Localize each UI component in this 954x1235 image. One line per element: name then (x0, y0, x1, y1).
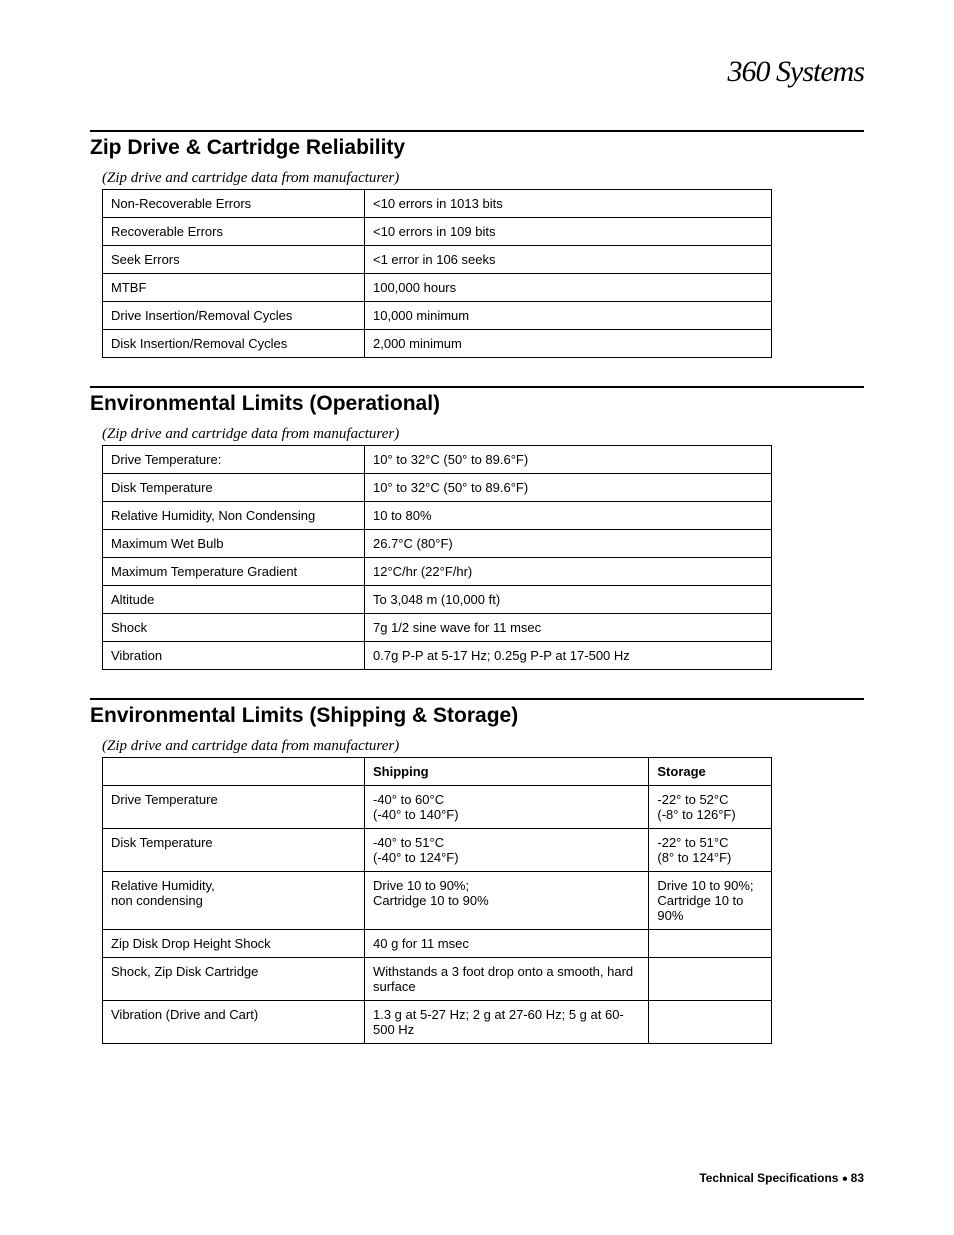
section-title: Environmental Limits (Operational) (90, 392, 864, 416)
table-cell: <1 error in 106 seeks (365, 246, 772, 274)
table-cell: <10 errors in 1013 bits (365, 190, 772, 218)
section-rule (90, 386, 864, 388)
table-cell: Disk Temperature (103, 829, 365, 872)
spec-section: Environmental Limits (Shipping & Storage… (90, 698, 864, 1044)
table-cell: Shock (103, 614, 365, 642)
table-cell: Seek Errors (103, 246, 365, 274)
table-header-cell: Storage (649, 758, 772, 786)
table-row: Relative Humidity, Non Condensing10 to 8… (103, 502, 772, 530)
table-cell: Relative Humidity, Non Condensing (103, 502, 365, 530)
table-cell: 40 g for 11 msec (365, 930, 649, 958)
table-cell: Maximum Wet Bulb (103, 530, 365, 558)
sections-container: Zip Drive & Cartridge Reliability (Zip dr… (90, 130, 864, 1044)
spec-section: Environmental Limits (Operational) (Zip d… (90, 386, 864, 670)
table-row: Seek Errors<1 error in 106 seeks (103, 246, 772, 274)
footer-page-number: 83 (851, 1171, 864, 1185)
table-cell: Disk Insertion/Removal Cycles (103, 330, 365, 358)
table-cell: Shock, Zip Disk Cartridge (103, 958, 365, 1001)
table-cell: 12°C/hr (22°F/hr) (365, 558, 772, 586)
footer-bullet-icon: ● (842, 1173, 851, 1184)
table-row: Shock, Zip Disk CartridgeWithstands a 3 … (103, 958, 772, 1001)
table-cell: 26.7°C (80°F) (365, 530, 772, 558)
section-title: Zip Drive & Cartridge Reliability (90, 136, 864, 160)
table-cell: Relative Humidity, non condensing (103, 872, 365, 930)
section-caption: (Zip drive and cartridge data from manuf… (102, 738, 864, 755)
table-cell: 1.3 g at 5-27 Hz; 2 g at 27-60 Hz; 5 g a… (365, 1001, 649, 1044)
table-cell: Maximum Temperature Gradient (103, 558, 365, 586)
table-row: Maximum Temperature Gradient12°C/hr (22°… (103, 558, 772, 586)
table-cell: Recoverable Errors (103, 218, 365, 246)
page-footer: Technical Specifications ● 83 (699, 1171, 864, 1185)
table-row: Vibration (Drive and Cart)1.3 g at 5-27 … (103, 1001, 772, 1044)
table-cell: Zip Disk Drop Height Shock (103, 930, 365, 958)
table-cell: -22° to 51°C (8° to 124°F) (649, 829, 772, 872)
section-rule (90, 698, 864, 700)
table-cell (649, 1001, 772, 1044)
table-cell: Vibration (Drive and Cart) (103, 1001, 365, 1044)
brand-logo: 360 Systems (728, 55, 864, 89)
table-row: Disk Temperature10° to 32°C (50° to 89.6… (103, 474, 772, 502)
table-row: Shock7g 1/2 sine wave for 11 msec (103, 614, 772, 642)
table-row: Maximum Wet Bulb26.7°C (80°F) (103, 530, 772, 558)
table-cell: MTBF (103, 274, 365, 302)
table-row: Non-Recoverable Errors<10 errors in 1013… (103, 190, 772, 218)
table-header-row: ShippingStorage (103, 758, 772, 786)
table-cell: -22° to 52°C (-8° to 126°F) (649, 786, 772, 829)
table-cell: -40° to 51°C (-40° to 124°F) (365, 829, 649, 872)
section-caption: (Zip drive and cartridge data from manuf… (102, 170, 864, 187)
table-cell: 10° to 32°C (50° to 89.6°F) (365, 474, 772, 502)
table-row: Recoverable Errors<10 errors in 109 bits (103, 218, 772, 246)
spec-table: ShippingStorageDrive Temperature-40° to … (102, 757, 772, 1044)
table-row: Zip Disk Drop Height Shock40 g for 11 ms… (103, 930, 772, 958)
table-cell: 10,000 minimum (365, 302, 772, 330)
table-cell: Drive Temperature: (103, 446, 365, 474)
section-title: Environmental Limits (Shipping & Storage… (90, 704, 864, 728)
spec-section: Zip Drive & Cartridge Reliability (Zip dr… (90, 130, 864, 358)
table-cell: Disk Temperature (103, 474, 365, 502)
table-cell: Non-Recoverable Errors (103, 190, 365, 218)
table-row: Disk Insertion/Removal Cycles2,000 minim… (103, 330, 772, 358)
page: 360 Systems Zip Drive & Cartridge Reliab… (0, 0, 954, 1235)
spec-table: Drive Temperature:10° to 32°C (50° to 89… (102, 445, 772, 670)
table-cell (649, 930, 772, 958)
table-cell: 100,000 hours (365, 274, 772, 302)
table-header-cell (103, 758, 365, 786)
table-cell: 7g 1/2 sine wave for 11 msec (365, 614, 772, 642)
table-cell (649, 958, 772, 1001)
table-header-cell: Shipping (365, 758, 649, 786)
table-cell: <10 errors in 109 bits (365, 218, 772, 246)
table-cell: 0.7g P-P at 5-17 Hz; 0.25g P-P at 17-500… (365, 642, 772, 670)
table-cell: 10 to 80% (365, 502, 772, 530)
table-row: Vibration0.7g P-P at 5-17 Hz; 0.25g P-P … (103, 642, 772, 670)
table-cell: 10° to 32°C (50° to 89.6°F) (365, 446, 772, 474)
table-cell: Drive Temperature (103, 786, 365, 829)
table-cell: -40° to 60°C (-40° to 140°F) (365, 786, 649, 829)
table-cell: To 3,048 m (10,000 ft) (365, 586, 772, 614)
footer-section: Technical Specifications (699, 1171, 838, 1185)
table-cell: Drive 10 to 90%; Cartridge 10 to 90% (649, 872, 772, 930)
table-row: MTBF100,000 hours (103, 274, 772, 302)
table-row: Drive Insertion/Removal Cycles10,000 min… (103, 302, 772, 330)
table-row: Drive Temperature:10° to 32°C (50° to 89… (103, 446, 772, 474)
section-rule (90, 130, 864, 132)
table-row: Relative Humidity, non condensingDrive 1… (103, 872, 772, 930)
table-cell: Drive 10 to 90%; Cartridge 10 to 90% (365, 872, 649, 930)
table-cell: 2,000 minimum (365, 330, 772, 358)
spec-table: Non-Recoverable Errors<10 errors in 1013… (102, 189, 772, 358)
section-caption: (Zip drive and cartridge data from manuf… (102, 426, 864, 443)
table-cell: Vibration (103, 642, 365, 670)
table-cell: Drive Insertion/Removal Cycles (103, 302, 365, 330)
table-row: Drive Temperature-40° to 60°C (-40° to 1… (103, 786, 772, 829)
table-cell: Altitude (103, 586, 365, 614)
table-row: Disk Temperature-40° to 51°C (-40° to 12… (103, 829, 772, 872)
table-row: AltitudeTo 3,048 m (10,000 ft) (103, 586, 772, 614)
table-cell: Withstands a 3 foot drop onto a smooth, … (365, 958, 649, 1001)
